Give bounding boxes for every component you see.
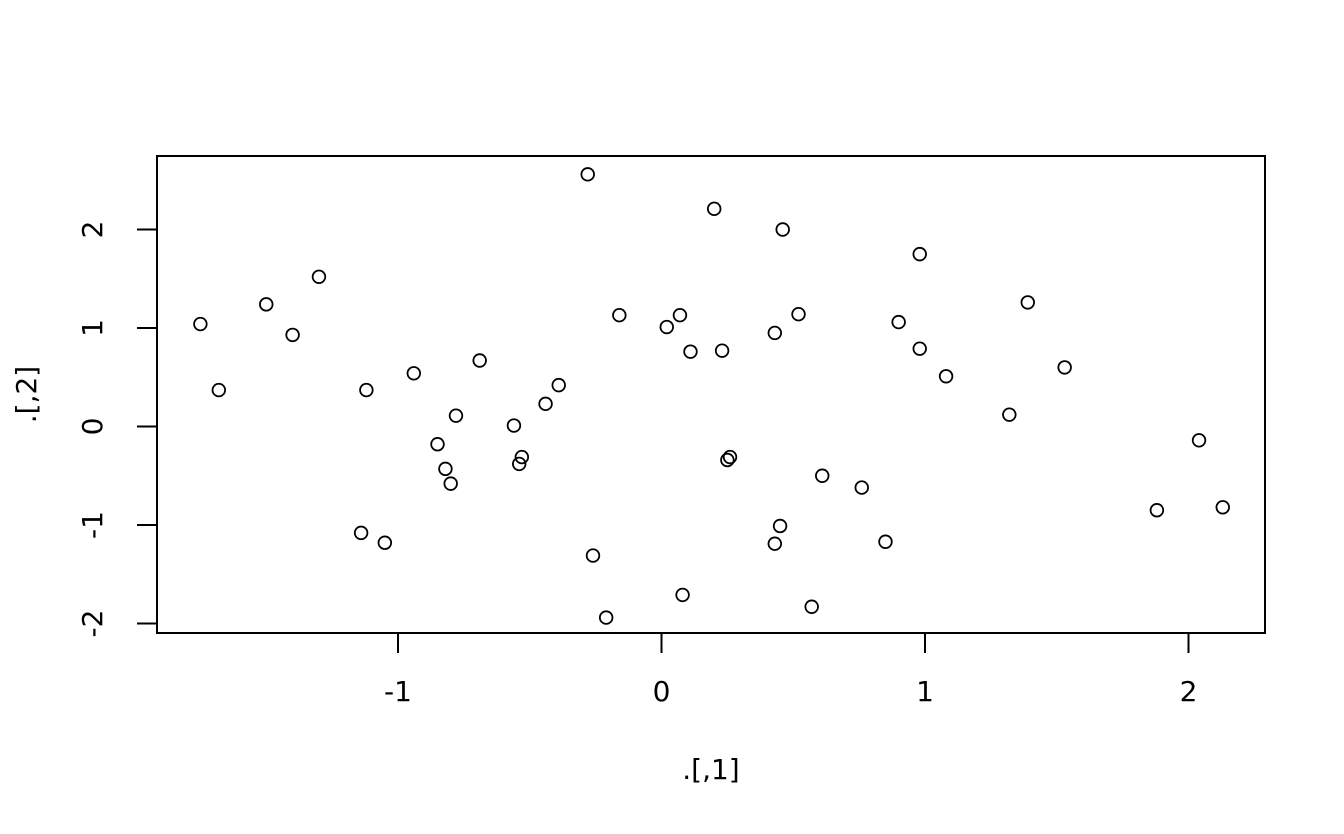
data-point bbox=[815, 468, 830, 483]
data-point bbox=[193, 316, 208, 332]
data-point bbox=[438, 461, 453, 477]
y-axis-ticks: -2 -1 0 1 2 bbox=[76, 221, 157, 638]
data-point bbox=[854, 480, 869, 495]
data-point bbox=[311, 269, 327, 284]
data-point bbox=[1002, 407, 1017, 422]
data-point bbox=[514, 449, 530, 465]
data-point bbox=[406, 366, 422, 381]
data-point bbox=[551, 377, 566, 393]
data-point bbox=[430, 437, 445, 452]
data-point bbox=[1215, 500, 1230, 515]
data-point bbox=[804, 599, 819, 614]
data-point bbox=[938, 369, 954, 384]
data-point bbox=[891, 314, 906, 330]
x-tick-label: 1 bbox=[916, 675, 934, 708]
data-point bbox=[285, 327, 300, 343]
data-point bbox=[772, 518, 788, 534]
data-point bbox=[472, 353, 487, 368]
data-point bbox=[722, 449, 738, 465]
data-point bbox=[443, 476, 458, 491]
x-tick-label: -1 bbox=[384, 675, 412, 708]
y-tick-label: 2 bbox=[76, 221, 109, 239]
x-tick-label: 2 bbox=[1180, 675, 1198, 708]
data-point bbox=[598, 610, 614, 625]
data-point bbox=[512, 456, 527, 472]
data-point bbox=[683, 344, 698, 359]
data-points bbox=[193, 167, 1230, 625]
x-axis-label: .[,1] bbox=[682, 753, 739, 786]
data-point bbox=[585, 548, 601, 563]
data-point bbox=[775, 222, 790, 237]
data-point bbox=[791, 307, 806, 322]
data-point bbox=[1191, 433, 1207, 448]
data-point bbox=[1020, 295, 1035, 310]
y-axis-label: .[,2] bbox=[10, 366, 43, 423]
data-point bbox=[707, 201, 722, 217]
data-point bbox=[672, 307, 688, 323]
data-point bbox=[767, 536, 783, 551]
plot-box bbox=[156, 155, 1266, 634]
data-point bbox=[659, 319, 674, 335]
data-point bbox=[353, 525, 369, 541]
data-point bbox=[1057, 360, 1072, 375]
x-axis-ticks: -1 0 1 2 bbox=[384, 633, 1197, 708]
data-point bbox=[506, 418, 522, 433]
data-point bbox=[259, 297, 274, 312]
x-tick-label: 0 bbox=[653, 675, 671, 708]
data-point bbox=[1149, 503, 1165, 518]
data-point bbox=[912, 246, 927, 262]
data-point bbox=[211, 382, 227, 398]
data-point bbox=[720, 452, 735, 468]
y-tick-label: 0 bbox=[76, 418, 109, 436]
data-point bbox=[359, 382, 374, 398]
data-point bbox=[912, 341, 927, 356]
data-point bbox=[878, 534, 893, 549]
data-point bbox=[538, 396, 553, 412]
data-point bbox=[612, 307, 627, 323]
y-tick-label: -1 bbox=[76, 511, 109, 539]
data-point bbox=[767, 325, 783, 341]
data-point bbox=[675, 587, 690, 603]
data-point bbox=[580, 167, 595, 182]
data-point bbox=[377, 535, 393, 550]
y-tick-label: -2 bbox=[76, 610, 109, 638]
data-point bbox=[714, 343, 730, 358]
data-point bbox=[448, 408, 464, 423]
y-tick-label: 1 bbox=[76, 319, 109, 337]
